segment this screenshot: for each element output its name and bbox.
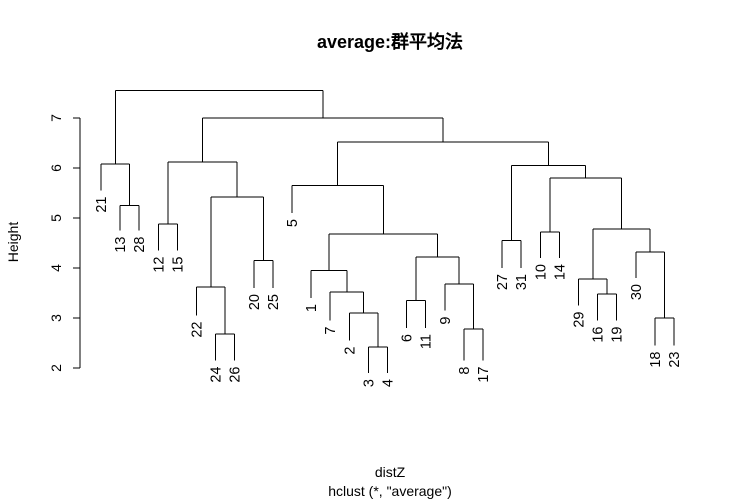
x-axis-sublabel: hclust (*, "average") <box>328 483 452 499</box>
y-tick-label: 6 <box>48 164 64 172</box>
leaf-label-21: 21 <box>94 197 110 213</box>
leaf-label-5: 5 <box>285 219 301 227</box>
leaf-label-14: 14 <box>552 264 568 280</box>
leaf-label-30: 30 <box>629 284 645 300</box>
leaf-label-16: 16 <box>591 327 607 343</box>
leaf-label-9: 9 <box>438 317 454 325</box>
y-tick-label: 2 <box>48 364 64 372</box>
leaf-label-3: 3 <box>361 379 377 387</box>
leaf-label-26: 26 <box>228 367 244 383</box>
dendrogram-tree <box>100 90 675 373</box>
leaf-label-4: 4 <box>381 379 397 387</box>
leaf-label-22: 22 <box>190 322 206 338</box>
x-axis-label: distZ <box>375 464 406 480</box>
leaf-label-7: 7 <box>323 327 339 335</box>
leaf-label-18: 18 <box>648 352 664 368</box>
leaf-label-20: 20 <box>247 294 263 310</box>
y-tick-label: 7 <box>48 114 64 122</box>
leaf-label-29: 29 <box>572 312 588 328</box>
leaf-label-31: 31 <box>514 274 530 290</box>
leaf-label-10: 10 <box>533 264 549 280</box>
leaf-label-17: 17 <box>476 367 492 383</box>
leaf-label-8: 8 <box>457 367 473 375</box>
leaf-label-23: 23 <box>667 352 683 368</box>
y-tick-label: 5 <box>48 214 64 222</box>
leaf-label-19: 19 <box>610 327 626 343</box>
leaf-label-13: 13 <box>113 237 129 253</box>
y-tick-label: 4 <box>48 264 64 272</box>
leaf-label-11: 11 <box>419 334 435 349</box>
leaf-label-12: 12 <box>151 257 167 273</box>
chart-title: average:群平均法 <box>317 31 463 52</box>
y-tick-label: 3 <box>48 314 64 322</box>
leaf-label-27: 27 <box>495 274 511 290</box>
leaf-label-28: 28 <box>132 237 148 253</box>
leaf-label-6: 6 <box>400 334 416 342</box>
y-axis: 2 3 4 5 6 7 <box>48 114 81 372</box>
leaf-label-15: 15 <box>170 257 186 273</box>
leaf-label-1: 1 <box>304 304 320 312</box>
leaf-label-24: 24 <box>209 367 225 383</box>
leaf-label-25: 25 <box>266 294 282 310</box>
y-axis-label: Height <box>5 222 21 263</box>
leaf-label-2: 2 <box>342 347 358 355</box>
